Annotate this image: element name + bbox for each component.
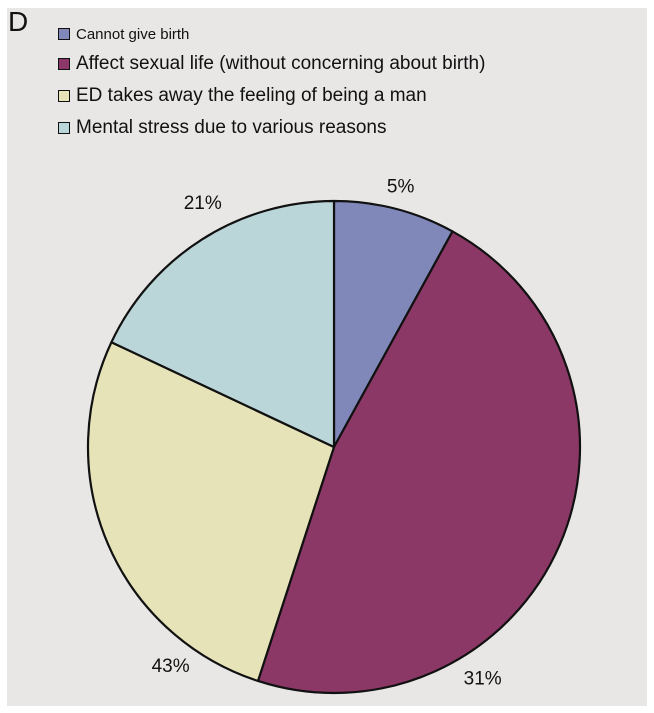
legend-label: Affect sexual life (without concerning a… <box>76 53 486 74</box>
legend-item-ed-feeling: ED takes away the feeling of being a man <box>58 80 485 112</box>
legend-label: Mental stress due to various reasons <box>76 117 387 138</box>
data-label-mental-stress: 21% <box>184 193 222 214</box>
legend-swatch <box>58 90 70 102</box>
legend-label: ED takes away the feeling of being a man <box>76 85 427 106</box>
legend-item-mental-stress: Mental stress due to various reasons <box>58 112 485 144</box>
pie-slice-affect-sexual-life <box>256 230 582 695</box>
data-label-cannot-give-birth: 5% <box>387 176 415 197</box>
legend-item-affect-sexual-life: Affect sexual life (without concerning a… <box>58 48 485 80</box>
pie-slice-mental-stress <box>110 199 336 449</box>
legend-label: Cannot give birth <box>76 25 190 43</box>
legend-item-cannot-give-birth: Cannot give birth <box>58 20 485 48</box>
panel-label: D <box>8 6 29 37</box>
pie-slice-cannot-give-birth <box>332 199 454 449</box>
data-label-ed-feeling: 43% <box>152 656 190 677</box>
legend-swatch <box>58 122 70 134</box>
pie-slice-ed-feeling <box>86 341 336 683</box>
data-label-affect-sexual-life: 31% <box>464 669 502 690</box>
legend: Cannot give birth Affect sexual life (wi… <box>58 20 485 144</box>
legend-swatch <box>58 58 70 70</box>
legend-swatch <box>58 28 70 40</box>
